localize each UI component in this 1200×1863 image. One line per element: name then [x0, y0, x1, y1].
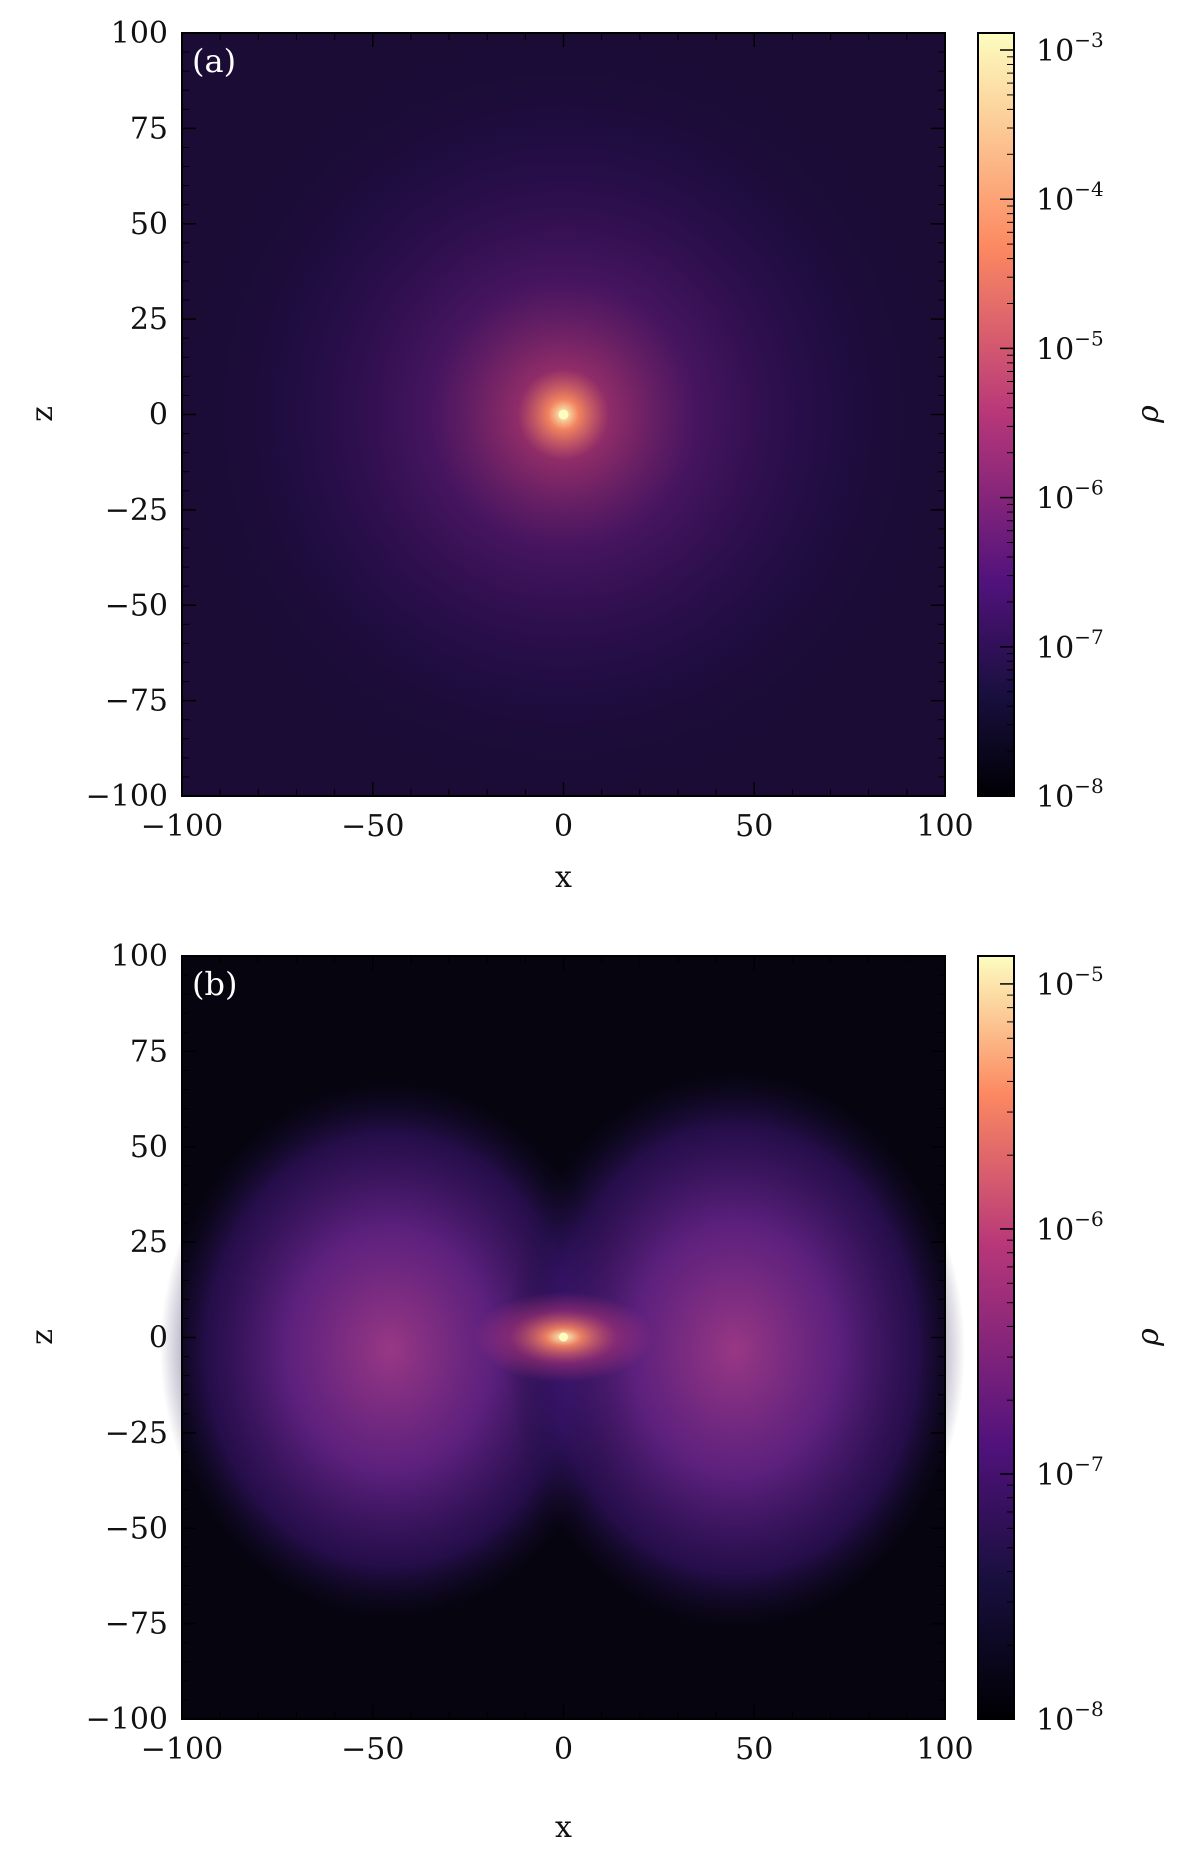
x-tick-label: −100	[141, 809, 223, 844]
y-tick-label: 0	[149, 398, 168, 433]
colorbar-tick-label: 10−7	[1036, 1452, 1104, 1493]
panel-a: (a) 100 75 50 25 0 −25 −50 −75 −100 −100 −50 0 50 10…	[0, 0, 1200, 920]
y-tick-label: 100	[111, 939, 168, 974]
colorbar-tick-label: 10−7	[1036, 625, 1104, 666]
y-tick-label: 50	[130, 207, 168, 242]
x-tick-label: 0	[554, 809, 573, 844]
y-tick-label: 25	[130, 1225, 168, 1260]
y-tick-label: 75	[130, 111, 168, 146]
colorbar-tick-label: 10−4	[1036, 177, 1104, 218]
y-axis-title-b: z	[25, 1329, 60, 1345]
y-tick-label: −75	[105, 1607, 168, 1642]
colorbar-a	[977, 32, 1015, 797]
y-tick-label: −75	[105, 684, 168, 719]
y-tick-label: 75	[130, 1034, 168, 1069]
colorbar-tick-label: 10−6	[1036, 476, 1104, 517]
x-tick-label: −50	[341, 1732, 404, 1767]
right-lobe-b	[505, 1070, 965, 1630]
x-tick-label: 100	[916, 809, 973, 844]
x-tick-label: 100	[916, 1732, 973, 1767]
colorbar-tick-label: 10−8	[1036, 774, 1104, 815]
colorbar-title-b: ρ	[1131, 1328, 1166, 1347]
colorbar-title-a: ρ	[1131, 405, 1166, 424]
y-tick-label: 0	[149, 1321, 168, 1356]
colorbar-tick-label: 10−3	[1036, 28, 1104, 69]
colorbar-tick-label: 10−5	[1036, 962, 1104, 1003]
colorbar-ticks-a: 10−8 10−7 10−6 10−5 10−4 10−3	[1000, 28, 1104, 815]
y-tick-label: −100	[86, 1702, 168, 1737]
x-tick-label: −50	[341, 809, 404, 844]
x-tick-label: 50	[735, 809, 773, 844]
panel-label-b: (b)	[192, 965, 237, 1003]
x-axis-title-a: x	[555, 860, 572, 895]
x-tick-label: 0	[554, 1732, 573, 1767]
x-axis-b: −100 −50 0 50 100	[141, 956, 974, 1767]
y-tick-label: −25	[105, 1416, 168, 1451]
colorbar-tick-label: 10−8	[1036, 1697, 1104, 1738]
y-tick-label: −50	[105, 1511, 168, 1546]
x-axis-title-b: x	[555, 1810, 572, 1845]
colorbar-ticks-b: 10−8 10−7 10−6 10−5	[1000, 962, 1104, 1738]
left-lobe-b	[160, 1080, 620, 1620]
x-axis-a: −100 −50 0 50 100	[141, 33, 974, 844]
colorbar-tick-label: 10−6	[1036, 1207, 1104, 1248]
y-tick-label: −100	[86, 779, 168, 814]
central-core-b	[559, 1332, 568, 1342]
central-core-a	[558, 409, 569, 420]
y-tick-label: 25	[130, 302, 168, 337]
panel-b: (b) 100 75 50 25 0 −25 −50 −75 −100 −100 −50 0 50 10…	[0, 920, 1200, 1863]
x-tick-label: −100	[141, 1732, 223, 1767]
colorbar-tick-label: 10−5	[1036, 326, 1104, 367]
y-axis-a: 100 75 50 25 0 −25 −50 −75 −100	[86, 16, 945, 814]
colorbar-b	[977, 955, 1015, 1720]
y-tick-label: −50	[105, 588, 168, 623]
y-axis-title-a: z	[25, 406, 60, 422]
y-tick-label: −25	[105, 493, 168, 528]
panel-label-a: (a)	[192, 42, 236, 80]
x-tick-label: 50	[735, 1732, 773, 1767]
y-axis-b: 100 75 50 25 0 −25 −50 −75 −100	[86, 939, 945, 1737]
y-tick-label: 100	[111, 16, 168, 51]
y-tick-label: 50	[130, 1130, 168, 1165]
